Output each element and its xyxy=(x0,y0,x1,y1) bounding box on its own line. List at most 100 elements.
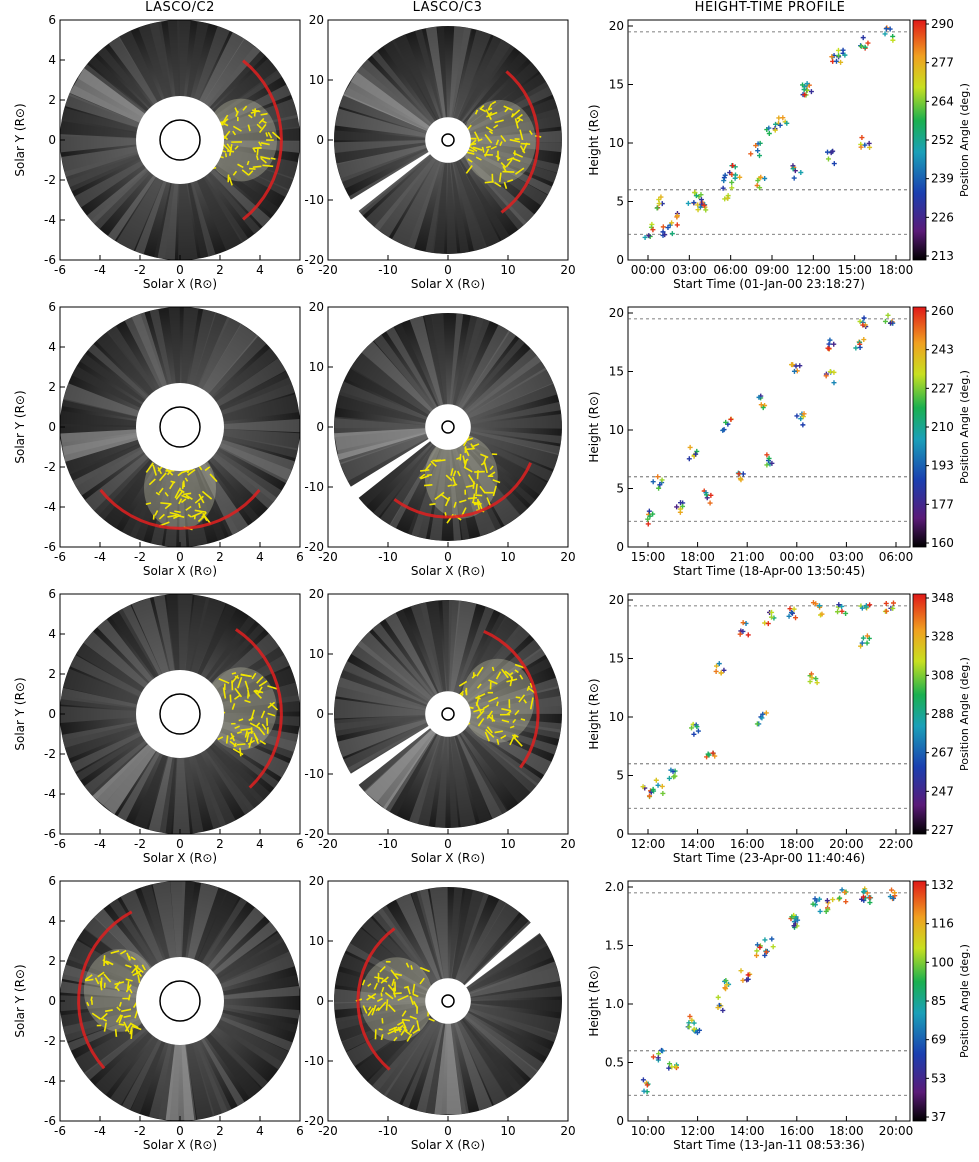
c2-streamer xyxy=(212,921,278,976)
c2-y-tick-label: 0 xyxy=(48,420,56,434)
c2-cme-feature xyxy=(103,1022,107,1032)
c3-streamer xyxy=(468,435,553,482)
c3-occulter-pylon xyxy=(348,437,432,500)
c2-y-tick-label: 6 xyxy=(48,300,56,314)
c2-streamer xyxy=(88,55,149,112)
ht-x-tick-label: 22:00 xyxy=(879,837,914,851)
c2-x-tick-label: -2 xyxy=(134,837,146,851)
c2-cme-feature xyxy=(116,1006,121,1011)
c3-cme-feature xyxy=(393,1036,398,1042)
c2-cme-feature xyxy=(181,494,190,500)
ht-data-point xyxy=(707,500,713,506)
ht-data-point xyxy=(882,318,888,324)
c2-streamer xyxy=(187,882,219,960)
c3-streamer xyxy=(350,352,431,416)
c2-cme-feature xyxy=(118,1001,122,1007)
c2-x-tick-label: -6 xyxy=(54,1124,66,1138)
c3-x-tick-label: 10 xyxy=(500,1124,515,1138)
c2-cme-feature xyxy=(178,498,183,505)
c2-streamer xyxy=(90,169,151,230)
c2-cme-feature xyxy=(120,949,127,955)
ht-data-point xyxy=(765,621,771,627)
c3-cme-feature xyxy=(459,499,467,503)
c3-x-tick-label: 20 xyxy=(560,837,575,851)
ht-data-point xyxy=(757,944,763,950)
c3-streamer xyxy=(469,1004,561,1036)
c3-cme-feature xyxy=(486,497,492,507)
c2-x-tick-label: 4 xyxy=(256,550,264,564)
ht-y-tick-label: 2.0 xyxy=(605,880,624,894)
c3-cme-feature xyxy=(419,966,430,973)
c3-x-tick-label: -10 xyxy=(378,1124,398,1138)
c2-streamer xyxy=(60,706,137,724)
c3-streamer xyxy=(467,1010,552,1058)
c3-streamer xyxy=(372,622,435,697)
c2-cme-feature xyxy=(193,515,196,520)
c2-streamer xyxy=(223,985,300,1000)
c3-solar-limb xyxy=(441,994,455,1008)
c2-streamer xyxy=(72,446,144,496)
c2-cme-feature xyxy=(247,689,250,697)
ht-data-point xyxy=(800,82,806,88)
ht-data-point xyxy=(769,936,775,942)
c2-panel: -6-6 -4 -4 -2 -2 0 0 2 2 4 4 6 6 Solar X (R⊙) Solar Y … xyxy=(13,300,304,578)
ht-x-axis-label: Start Time (01-Jan-00 23:18:27) xyxy=(673,277,865,291)
ht-data-point xyxy=(722,172,728,178)
c3-streamer xyxy=(462,729,532,804)
c3-cme-feature xyxy=(376,997,383,1003)
colorbar-tick-label: 247 xyxy=(931,784,954,798)
c3-cme-feature xyxy=(494,181,502,188)
ht-data-point xyxy=(668,767,674,773)
c3-x-axis-label: Solar X (R⊙) xyxy=(411,277,485,291)
ht-data-point xyxy=(704,495,710,501)
ht-data-point xyxy=(754,942,760,948)
c2-x-tick-label: 0 xyxy=(176,550,184,564)
c3-x-tick-label: 10 xyxy=(500,550,515,564)
ht-data-point xyxy=(777,122,783,128)
c3-cme-feature xyxy=(519,145,526,154)
c2-x-tick-label: -6 xyxy=(54,263,66,277)
c3-streamer xyxy=(462,338,525,411)
ht-data-point xyxy=(836,602,842,608)
c2-streamer xyxy=(207,172,261,235)
c3-streamer xyxy=(465,727,542,787)
c2-cme-feature xyxy=(155,491,161,496)
ht-panel: 0 5 10 15 20 15:00 18:00 21:00 00:00 03:00 06:00 St… xyxy=(587,304,971,578)
ht-y-tick-label: 0 xyxy=(616,253,624,267)
c3-streamer xyxy=(383,1019,439,1104)
c3-cme-feature xyxy=(514,709,520,716)
ht-y-tick-label: 5 xyxy=(616,482,624,496)
c3-cme-feature xyxy=(502,170,515,173)
c2-bright-streamer xyxy=(69,67,145,123)
c3-cme-feature xyxy=(486,710,494,719)
colorbar-label: Position Angle (deg.) xyxy=(958,657,971,771)
c2-streamer xyxy=(192,312,230,387)
ht-x-tick-label: 15:00 xyxy=(631,550,666,564)
c2-x-tick-label: 6 xyxy=(296,263,304,277)
c3-streamer xyxy=(416,1022,446,1115)
c3-streamer xyxy=(464,348,542,414)
c2-cme-feature xyxy=(248,170,254,176)
c2-streamer xyxy=(60,410,137,427)
c3-cme-feature xyxy=(409,1015,417,1020)
c3-cme-feature xyxy=(484,134,493,144)
c3-cme-feature xyxy=(401,1010,407,1017)
ht-data-point xyxy=(867,602,873,608)
ht-x-tick-label: 12:00 xyxy=(680,1124,715,1138)
c2-cme-feature xyxy=(251,672,257,680)
c3-streamer xyxy=(458,733,509,815)
c2-x-tick-label: 0 xyxy=(176,263,184,277)
c2-streamer xyxy=(223,1004,300,1019)
c3-cme-feature xyxy=(519,674,524,680)
c3-streamer xyxy=(334,108,427,138)
c2-y-tick-label: -6 xyxy=(44,1114,56,1128)
c3-x-tick-label: -10 xyxy=(378,837,398,851)
ht-data-point xyxy=(889,887,895,893)
c2-solar-limb xyxy=(159,693,201,735)
c2-cme-feature xyxy=(185,494,193,501)
c3-streamer xyxy=(374,157,437,238)
c3-streamer xyxy=(380,445,437,526)
ht-data-point xyxy=(858,144,864,150)
ht-x-tick-label: 12:00 xyxy=(796,263,831,277)
ht-data-point xyxy=(826,341,832,347)
